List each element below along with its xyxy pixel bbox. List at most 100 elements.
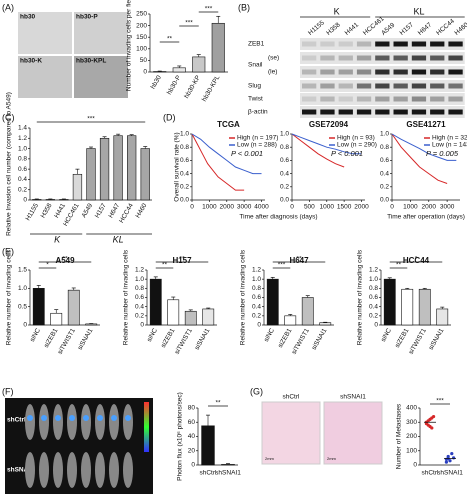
y-tick-label: 0.8 (180, 144, 189, 151)
survival-curve (391, 133, 457, 161)
mouse (39, 404, 49, 440)
y-tick-label: 1.0 (18, 285, 27, 292)
x-tick-label: siTWIST1 (174, 327, 195, 356)
chart-title: GSE72094 (309, 120, 349, 129)
y-axis-label: Relative number of invading cells (6, 249, 13, 345)
bar (184, 310, 197, 326)
bar (85, 323, 98, 326)
x-tick-label: siNC (380, 327, 393, 343)
mouse (67, 404, 77, 440)
blot-band (302, 96, 317, 102)
y-tick-label: 0 (413, 462, 417, 469)
x-axis-label: Time after diagnosis (days) (239, 214, 317, 221)
y-tick-label: 0.4 (180, 170, 189, 177)
y-tick-label: 0.4 (380, 170, 389, 177)
bar (127, 135, 137, 201)
y-tick-label: 1.0 (380, 131, 389, 138)
blot-band (375, 69, 390, 75)
y-tick-label: 0.2 (280, 184, 289, 191)
y-axis-label: Number of invading cells per field (126, 0, 133, 91)
significance-label: ** (179, 256, 185, 263)
x-tick-label: siSNAI1 (428, 327, 446, 351)
lane-label: H1155 (307, 19, 326, 37)
mouse (25, 404, 35, 440)
micrograph (74, 56, 128, 98)
significance-label: * (46, 262, 49, 269)
panel-label: (F) (2, 386, 14, 396)
x-tick-label: H358 (40, 202, 54, 219)
y-tick-label: 1.5 (18, 267, 27, 274)
bar (201, 425, 215, 466)
blot-band (302, 69, 317, 75)
blot-row-label: Snail (248, 62, 263, 69)
y-tick-label: 1.0 (252, 276, 261, 283)
x-tick-label: H157 (94, 202, 108, 219)
lane-label: H358 (325, 21, 342, 37)
bar (32, 288, 45, 326)
y-tick-label: 0.4 (18, 176, 27, 183)
x-tick-label: siSNAI1 (77, 327, 95, 351)
blot-band (302, 41, 317, 47)
blot-band (302, 83, 317, 89)
x-tick-label: HCC44 (118, 202, 135, 224)
x-tick-label: 1000 (403, 204, 418, 211)
image-label: hb30-KPL (76, 58, 106, 65)
mouse (109, 452, 119, 488)
bar (436, 308, 449, 326)
chart-title: A549 (55, 256, 75, 265)
x-tick-label: 2000 (422, 204, 437, 211)
y-axis-label: Relative number of invading cells (357, 249, 364, 345)
y-tick-label: 250 (136, 11, 147, 18)
y-tick-label: 0.2 (135, 313, 144, 320)
blot-row-label: (se) (268, 55, 279, 62)
blot-band (430, 109, 445, 115)
group-label: KL (113, 234, 124, 244)
bar (32, 199, 42, 201)
scale-bar-label: 2mm (265, 456, 275, 461)
y-tick-label: 0.6 (135, 294, 144, 301)
significance-label: *** (205, 6, 213, 13)
blot-band (375, 83, 390, 89)
y-tick-label: 0.6 (180, 157, 189, 164)
blot-band (320, 109, 335, 115)
y-tick-label: 0.6 (18, 166, 27, 173)
y-tick-label: 0.2 (252, 313, 261, 320)
y-tick-label: 20 (188, 447, 196, 454)
mouse (53, 404, 63, 440)
y-tick-label: 1.0 (135, 276, 144, 283)
y-tick-label: 1.0 (18, 145, 27, 152)
bar (167, 299, 180, 326)
significance-label: ** (396, 262, 402, 269)
histology-image (323, 401, 383, 465)
x-tick-label: hb30 (150, 74, 163, 90)
blot-band (411, 41, 427, 47)
chart-title: H157 (172, 256, 192, 265)
bar (211, 22, 225, 73)
x-tick-label: siSNAI1 (311, 327, 329, 351)
blot-band (448, 41, 463, 47)
blot-band (356, 69, 372, 75)
x-tick-label: siTWIST1 (57, 327, 78, 356)
x-axis-label: Time after operation (days) (387, 214, 465, 221)
image-label: hb30 (20, 14, 36, 21)
y-tick-label: 1.2 (369, 267, 378, 274)
x-tick-label: 500 (304, 204, 315, 211)
mouse (25, 452, 35, 488)
y-tick-label: 1.0 (280, 131, 289, 138)
significance-label: *** (436, 398, 444, 405)
blot-band (338, 83, 353, 89)
image-label: hb30-P (76, 14, 98, 21)
mouse (39, 452, 49, 488)
y-tick-label: 0.4 (280, 170, 289, 177)
bar (221, 463, 235, 466)
blot-band (393, 41, 408, 47)
bar (72, 173, 83, 201)
significance-label: *** (185, 20, 193, 27)
blot-row-label: ZEB1 (248, 41, 265, 48)
y-tick-label: 150 (136, 34, 147, 41)
x-tick-label: 1500 (337, 204, 352, 211)
blot-band (393, 109, 408, 115)
y-tick-label: 200 (136, 22, 147, 29)
bar (192, 56, 206, 73)
